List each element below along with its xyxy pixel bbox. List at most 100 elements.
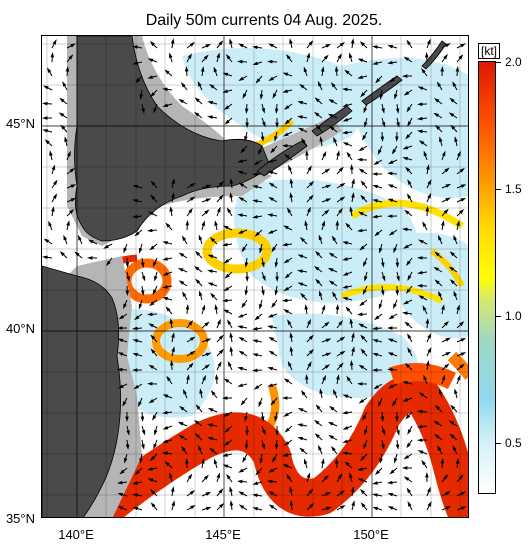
current-arrow-head (456, 220, 460, 226)
current-arrow-head (125, 444, 130, 450)
current-arrow-head (335, 220, 340, 226)
current-arrow-head (53, 179, 58, 186)
current-arrow-head (188, 362, 194, 368)
current-arrow-head (132, 506, 139, 511)
current-arrow-head (396, 276, 400, 282)
current-arrow-head (135, 78, 141, 84)
current-arrow-head (402, 74, 408, 78)
current-arrow-head (342, 130, 348, 135)
current-arrow-head (460, 43, 466, 48)
current-arrow-head (218, 334, 224, 340)
current-arrow-head (283, 412, 289, 417)
current-arrow-head (238, 196, 244, 202)
current-arrow-head (449, 279, 455, 285)
current-arrow-head (237, 313, 244, 318)
current-arrow-head (395, 444, 400, 450)
current-arrow-head (421, 459, 426, 466)
current-arrow-head (267, 366, 274, 371)
current-arrow-head (59, 251, 65, 257)
current-arrow-head (62, 81, 67, 87)
current-arrow-head (271, 302, 276, 309)
current-arrow-head (267, 159, 273, 163)
current-arrow-head (217, 361, 222, 367)
current-arrow-head (427, 347, 432, 353)
current-arrow-head (372, 45, 378, 49)
current-arrow-head (237, 213, 243, 217)
current-arrow-head (423, 374, 428, 381)
current-arrow-head (255, 470, 261, 476)
current-arrow-head (132, 326, 138, 331)
current-arrow-head (325, 492, 332, 496)
current-arrow-head (169, 52, 173, 59)
current-arrow-head (315, 404, 321, 410)
current-arrow-head (204, 321, 210, 327)
current-arrow-head (388, 231, 395, 236)
current-arrow-head (238, 350, 245, 356)
current-arrow-head (268, 491, 274, 496)
current-arrow-head (205, 492, 212, 496)
current-arrow-head (254, 231, 260, 237)
current-arrow-head (329, 405, 335, 411)
current-arrow-head (139, 458, 143, 464)
current-arrow-head (218, 40, 224, 46)
current-arrow-head (297, 423, 303, 427)
current-arrow-head (177, 267, 184, 272)
current-arrow-head (445, 43, 451, 48)
current-arrow-head (195, 404, 201, 410)
current-arrow-head (214, 220, 218, 226)
current-arrow-head (322, 150, 327, 157)
current-arrow-head (460, 352, 467, 356)
current-map-canvas (42, 36, 468, 517)
current-arrow-head (460, 184, 467, 188)
current-arrow-head (379, 94, 384, 100)
current-arrow-head (297, 127, 304, 132)
current-arrow-head (407, 333, 412, 339)
current-arrow-head (422, 305, 427, 311)
current-arrow-head (194, 265, 200, 271)
current-arrow-head (260, 416, 265, 422)
current-arrow-head (188, 207, 193, 214)
current-arrow-head (433, 420, 440, 426)
current-arrow-head (194, 111, 200, 117)
current-arrow-head (417, 284, 423, 288)
current-arrow-head (237, 383, 244, 387)
current-arrow-head (185, 458, 189, 464)
current-arrow-head (187, 473, 193, 479)
current-arrow-head (137, 401, 142, 408)
current-arrow-head (308, 40, 314, 46)
current-arrow-head (259, 248, 263, 254)
current-arrow-head (458, 54, 464, 60)
current-arrow-head (342, 142, 349, 146)
current-arrow-head (358, 323, 364, 328)
current-arrow-head (154, 429, 158, 436)
current-arrow-head (402, 156, 409, 161)
current-arrow-head (450, 404, 456, 410)
current-arrow-head (259, 303, 263, 310)
current-arrow-head (443, 320, 449, 326)
current-arrow-head (426, 164, 430, 170)
current-arrow-head (334, 66, 339, 72)
current-arrow-head (252, 45, 258, 50)
current-arrow-head (448, 112, 455, 117)
current-arrow-head (372, 368, 378, 372)
current-arrow-head (162, 410, 168, 415)
current-arrow-head (327, 267, 334, 272)
current-arrow-head (229, 332, 234, 338)
current-arrow-head (240, 148, 246, 154)
current-arrow-head (381, 108, 385, 114)
current-arrow-head (317, 80, 322, 87)
current-arrow-head (427, 192, 432, 199)
current-arrow-head (261, 107, 265, 114)
current-arrow-head (321, 220, 325, 227)
current-arrow-head (393, 247, 397, 254)
current-arrow-head (209, 236, 215, 243)
current-arrow-head (147, 382, 153, 386)
current-arrow-head (375, 78, 381, 84)
current-arrow-head (297, 282, 304, 287)
colorbar-tick-1.0: 1.0 (505, 309, 522, 323)
current-arrow-head (389, 469, 395, 475)
current-arrow-head (325, 43, 332, 48)
kuroshio-extension (79, 374, 468, 517)
current-arrow-head (402, 381, 408, 385)
current-arrow-head (387, 60, 393, 65)
